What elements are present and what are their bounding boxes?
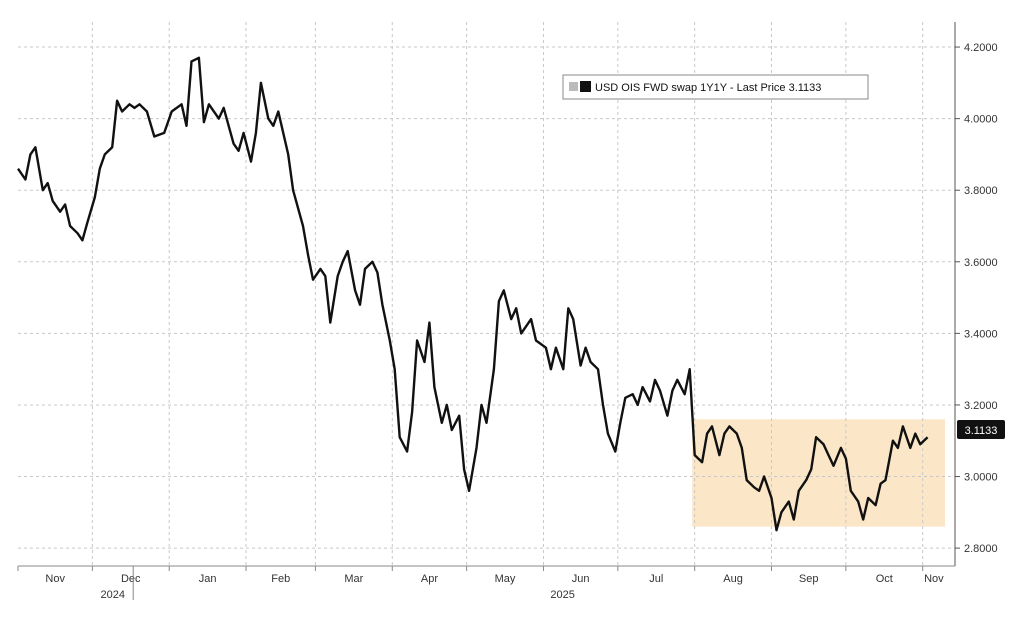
x-tick-label: Nov (924, 573, 944, 585)
series-line (17, 56, 929, 532)
y-tick-label: 3.6000 (964, 257, 998, 269)
year-label: 2024 (101, 589, 125, 601)
x-tick-label: Nov (45, 573, 65, 585)
x-tick-label: Oct (876, 573, 893, 585)
highlight-region (692, 419, 945, 527)
y-tick-label: 2.8000 (964, 543, 998, 555)
x-tick-label: Jun (572, 573, 590, 585)
grid-lines (18, 22, 955, 566)
year-label: 2025 (550, 589, 574, 601)
last-price-box (957, 420, 1005, 439)
y-tick-label: 4.2000 (964, 42, 998, 54)
x-tick-label: Mar (344, 573, 363, 585)
x-tick-label: Jan (199, 573, 217, 585)
axis-ticks: 2.8000 3.0000 3.2000 3.4000 3.6000 3.8000 4.00… (17, 42, 998, 601)
x-tick-label: Feb (271, 573, 290, 585)
y-tick-label: 4.0000 (964, 114, 998, 126)
x-tick-label: Apr (421, 573, 438, 585)
x-tick-label: Dec (121, 573, 141, 585)
legend-marker-outer (569, 82, 578, 91)
legend-marker (580, 81, 591, 92)
y-tick-label: 3.4000 (964, 328, 998, 340)
y-tick-label: 3.8000 (964, 185, 998, 197)
y-tick-label: 3.0000 (964, 472, 998, 484)
legend: USD OIS FWD swap 1Y1Y - Last Price 3.113… (562, 74, 869, 100)
last-price-value: 3.1133 (965, 425, 998, 437)
legend-label: USD OIS FWD swap 1Y1Y - Last Price 3.113… (595, 82, 821, 94)
x-tick-label: Sep (799, 573, 819, 585)
legend-box (562, 74, 869, 100)
y-tick-label: 3.2000 (964, 400, 998, 412)
last-price-tag: 3.1133 (957, 420, 1005, 439)
x-tick-label: Jul (649, 573, 663, 585)
x-tick-label: Aug (723, 573, 743, 585)
x-tick-label: May (495, 573, 516, 585)
